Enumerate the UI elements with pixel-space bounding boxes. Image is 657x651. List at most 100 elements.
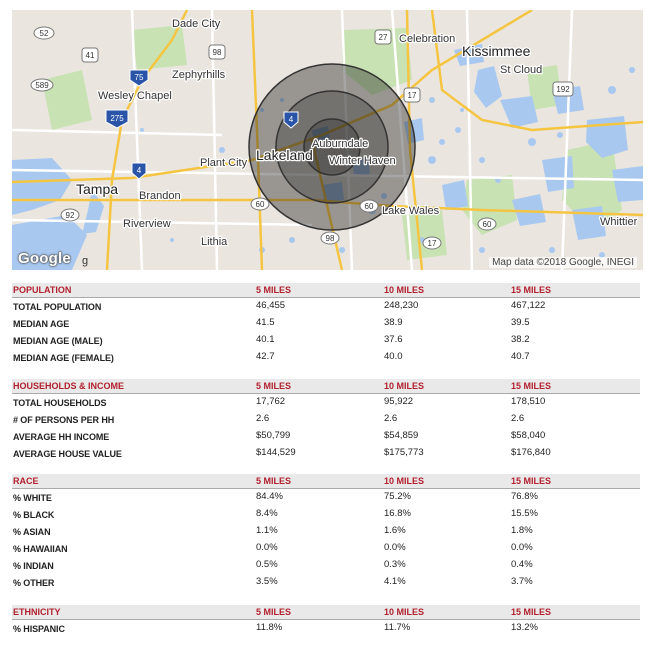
svg-text:98: 98: [326, 234, 335, 243]
col-10-miles: 10 MILES: [384, 607, 425, 617]
shield-98: 98: [208, 44, 226, 60]
col-10-miles: 10 MILES: [384, 381, 425, 391]
svg-text:17: 17: [408, 91, 417, 100]
table-row: % BLACK 8.4% 16.8% 15.5%: [12, 506, 640, 523]
population-header: POPULATION 5 MILES 10 MILES 15 MILES: [12, 283, 640, 298]
col-15-miles: 15 MILES: [511, 381, 552, 391]
city-brandon: Brandon: [139, 190, 181, 202]
shield-60a: 60: [250, 197, 270, 211]
table-row: % WHITE 84.4% 75.2% 76.8%: [12, 489, 640, 506]
value-10-miles: 1.6%: [384, 525, 406, 536]
row-label: % HAWAIIAN: [13, 544, 68, 554]
table-row: MEDIAN AGE 41.5 38.9 39.5: [12, 315, 640, 332]
map-attribution: Map data ©2018 Google, INEGI: [489, 257, 637, 268]
row-label: % WHITE: [13, 493, 52, 503]
value-5-miles: 0.0%: [256, 542, 278, 553]
ring-10-miles[interactable]: [275, 90, 389, 204]
svg-text:192: 192: [556, 85, 570, 94]
value-15-miles: 2.6: [511, 413, 525, 424]
svg-text:92: 92: [66, 211, 75, 220]
value-15-miles: $176,840: [511, 447, 551, 458]
race-header: RACE 5 MILES 10 MILES 15 MILES: [12, 474, 640, 489]
value-10-miles: 0.3%: [384, 559, 406, 570]
value-10-miles: $175,773: [384, 447, 424, 458]
radius-map[interactable]: 52 41 98 27 589 75 17 192 275 4 4 60 60 …: [12, 10, 643, 270]
value-15-miles: 40.7: [511, 351, 530, 362]
shield-27: 27: [374, 29, 392, 45]
value-10-miles: 4.1%: [384, 576, 406, 587]
row-label: TOTAL HOUSEHOLDS: [13, 398, 107, 408]
col-15-miles: 15 MILES: [511, 285, 552, 295]
row-label: MEDIAN AGE: [13, 319, 70, 329]
value-15-miles: 0.4%: [511, 559, 533, 570]
value-10-miles: 248,230: [384, 300, 419, 311]
value-15-miles: 3.7%: [511, 576, 533, 587]
map-canvas: 52 41 98 27 589 75 17 192 275 4 4 60 60 …: [12, 10, 643, 270]
households-header: HOUSEHOLDS & INCOME 5 MILES 10 MILES 15 …: [12, 379, 640, 394]
ethnicity-section: ETHNICITY 5 MILES 10 MILES 15 MILES % HI…: [12, 605, 640, 637]
city-dade-city: Dade City: [172, 18, 221, 30]
col-10-miles: 10 MILES: [384, 476, 425, 486]
city-celebration: Celebration: [399, 33, 455, 45]
svg-text:4: 4: [137, 166, 142, 175]
value-10-miles: 0.0%: [384, 542, 406, 553]
svg-text:4: 4: [289, 115, 294, 124]
table-row: % OTHER 3.5% 4.1% 3.7%: [12, 574, 640, 591]
city-auburndale: Auburndale: [312, 138, 368, 150]
value-10-miles: 40.0: [384, 351, 403, 362]
table-row: % ASIAN 1.1% 1.6% 1.8%: [12, 523, 640, 540]
table-row: # OF PERSONS PER HH 2.6 2.6 2.6: [12, 411, 640, 428]
route-shields: 52 41 98 27 589 75 17 192 275 4 4 60 60 …: [30, 26, 574, 250]
value-15-miles: 15.5%: [511, 508, 538, 519]
table-row: % HAWAIIAN 0.0% 0.0% 0.0%: [12, 540, 640, 557]
row-label: AVERAGE HOUSE VALUE: [13, 449, 122, 459]
row-label: MEDIAN AGE (MALE): [13, 336, 103, 346]
shield-98b: 98: [320, 231, 340, 245]
ring-5-miles[interactable]: [303, 118, 361, 176]
row-label: AVERAGE HH INCOME: [13, 432, 110, 442]
city-winter-haven: Winter Haven: [329, 155, 396, 167]
shield-60b: 60: [359, 199, 379, 213]
value-10-miles: 38.9: [384, 317, 403, 328]
city-labels: Dade City Zephyrhills Wesley Chapel Cele…: [75, 17, 639, 250]
city-wesley-chapel: Wesley Chapel: [98, 90, 172, 102]
svg-text:52: 52: [40, 29, 49, 38]
ring-15-miles[interactable]: [248, 63, 416, 231]
value-5-miles: 8.4%: [256, 508, 278, 519]
row-label: % HISPANIC: [13, 624, 65, 634]
shield-17b: 17: [422, 236, 442, 250]
value-15-miles: 39.5: [511, 317, 530, 328]
value-5-miles: 2.6: [256, 413, 270, 424]
row-label: % INDIAN: [13, 561, 54, 571]
value-15-miles: 38.2: [511, 334, 530, 345]
svg-text:41: 41: [86, 51, 95, 60]
shield-589: 589: [30, 78, 54, 92]
shield-i275: 275: [105, 109, 129, 129]
city-lithia: Lithia: [201, 236, 228, 248]
col-15-miles: 15 MILES: [511, 607, 552, 617]
city-riverview: Riverview: [123, 218, 171, 230]
shield-17a: 17: [403, 87, 421, 103]
value-10-miles: 95,922: [384, 396, 414, 407]
svg-text:17: 17: [428, 239, 437, 248]
value-5-miles: 17,762: [256, 396, 286, 407]
row-label: % OTHER: [13, 578, 55, 588]
section-title: HOUSEHOLDS & INCOME: [13, 381, 125, 391]
shield-92: 92: [60, 208, 80, 222]
col-5-miles: 5 MILES: [256, 476, 292, 486]
shield-i4a: 4: [283, 111, 299, 129]
table-row: % HISPANIC 11.8% 11.7% 13.2%: [12, 620, 640, 637]
section-title: RACE: [13, 476, 39, 486]
svg-text:60: 60: [256, 200, 265, 209]
row-label: % ASIAN: [13, 527, 51, 537]
table-row: MEDIAN AGE (FEMALE) 42.7 40.0 40.7: [12, 349, 640, 366]
section-title: POPULATION: [13, 285, 72, 295]
shield-i75: 75: [129, 69, 149, 87]
shield-192: 192: [552, 81, 574, 97]
col-5-miles: 5 MILES: [256, 381, 292, 391]
ethnicity-header: ETHNICITY 5 MILES 10 MILES 15 MILES: [12, 605, 640, 620]
value-5-miles: 42.7: [256, 351, 275, 362]
value-15-miles: $58,040: [511, 430, 546, 441]
value-5-miles: 0.5%: [256, 559, 278, 570]
city-lake-wales: Lake Wales: [382, 205, 440, 217]
